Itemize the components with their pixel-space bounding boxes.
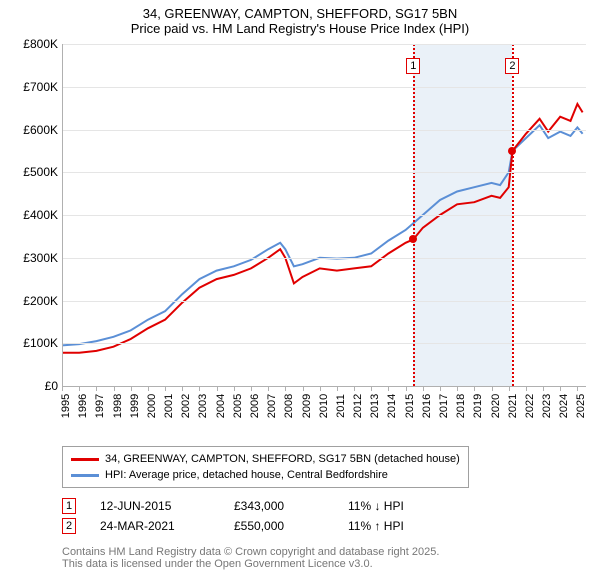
gridline [62, 87, 586, 88]
series-property [62, 104, 583, 353]
y-tick-label: £100K [23, 336, 58, 350]
gridline [62, 172, 586, 173]
x-tick-label: 2010 [318, 394, 330, 418]
x-tick-label: 2012 [352, 394, 364, 418]
y-axis: £0£100K£200K£300K£400K£500K£600K£700K£80… [14, 44, 62, 386]
sale-date: 24-MAR-2021 [100, 516, 210, 536]
x-tick-label: 2005 [232, 394, 244, 418]
x-tick-label: 2007 [266, 394, 278, 418]
x-tick-label: 2002 [180, 394, 192, 418]
x-tick-label: 2004 [215, 394, 227, 418]
sales-list: 1 12-JUN-2015 £343,000 11% ↓ HPI 2 24-MAR-202… [62, 496, 586, 536]
series-hpi [62, 125, 583, 345]
x-tick-label: 2017 [438, 394, 450, 418]
x-tick-label: 1999 [129, 394, 141, 418]
gridline [62, 130, 586, 131]
legend-item: 34, GREENWAY, CAMPTON, SHEFFORD, SG17 5B… [71, 451, 460, 467]
legend-swatch [71, 458, 99, 461]
attrib-line-1: Contains HM Land Registry data © Crown c… [62, 546, 586, 558]
y-tick-label: £200K [23, 294, 58, 308]
x-tick-label: 2021 [507, 394, 519, 418]
x-tick-label: 2006 [249, 394, 261, 418]
x-tick-label: 2009 [301, 394, 313, 418]
marker-dot [409, 235, 417, 243]
x-tick-label: 2018 [455, 394, 467, 418]
x-tick-label: 1996 [77, 394, 89, 418]
x-tick-label: 2024 [558, 394, 570, 418]
gridline [62, 258, 586, 259]
x-tick-label: 2020 [490, 394, 502, 418]
x-tick-label: 2001 [163, 394, 175, 418]
marker-label: 1 [406, 58, 420, 74]
sale-row: 1 12-JUN-2015 £343,000 11% ↓ HPI [62, 496, 586, 516]
y-tick-label: £0 [45, 379, 58, 393]
x-tick-label: 2000 [146, 394, 158, 418]
sale-delta: 11% ↑ HPI [348, 516, 404, 536]
marker-label: 2 [505, 58, 519, 74]
y-tick-label: £800K [23, 37, 58, 51]
sale-price: £550,000 [234, 516, 324, 536]
gridline [62, 44, 586, 45]
x-tick-label: 2025 [575, 394, 587, 418]
y-tick-label: £500K [23, 165, 58, 179]
x-tick-label: 2016 [421, 394, 433, 418]
page-subtitle: Price paid vs. HM Land Registry's House … [0, 21, 600, 36]
sale-delta: 11% ↓ HPI [348, 496, 404, 516]
y-tick-label: £600K [23, 123, 58, 137]
x-tick-label: 2011 [335, 394, 347, 418]
marker-dot [508, 147, 516, 155]
price-chart: £0£100K£200K£300K£400K£500K£600K£700K£80… [14, 44, 586, 404]
legend-label: 34, GREENWAY, CAMPTON, SHEFFORD, SG17 5B… [105, 451, 460, 467]
gridline [62, 343, 586, 344]
page-title: 34, GREENWAY, CAMPTON, SHEFFORD, SG17 5B… [0, 0, 600, 21]
x-tick-label: 2013 [369, 394, 381, 418]
x-tick-label: 2023 [541, 394, 553, 418]
sale-marker: 2 [62, 518, 76, 534]
legend: 34, GREENWAY, CAMPTON, SHEFFORD, SG17 5B… [62, 446, 469, 488]
x-tick-label: 1997 [94, 394, 106, 418]
gridline [62, 215, 586, 216]
x-tick-label: 2003 [197, 394, 209, 418]
x-axis: 1995199619971998199920002001200220032004… [62, 386, 586, 404]
sale-row: 2 24-MAR-2021 £550,000 11% ↑ HPI [62, 516, 586, 536]
x-tick-label: 2019 [472, 394, 484, 418]
x-tick-label: 2014 [386, 394, 398, 418]
legend-label: HPI: Average price, detached house, Cent… [105, 467, 388, 483]
y-tick-label: £300K [23, 251, 58, 265]
x-tick-label: 2022 [524, 394, 536, 418]
x-tick-label: 2015 [404, 394, 416, 418]
x-tick-label: 2008 [283, 394, 295, 418]
y-tick-label: £700K [23, 80, 58, 94]
sale-date: 12-JUN-2015 [100, 496, 210, 516]
sale-marker: 1 [62, 498, 76, 514]
x-tick-label: 1998 [112, 394, 124, 418]
y-tick-label: £400K [23, 208, 58, 222]
legend-item: HPI: Average price, detached house, Cent… [71, 467, 460, 483]
x-tick-label: 1995 [60, 394, 72, 418]
attribution: Contains HM Land Registry data © Crown c… [62, 546, 586, 570]
gridline [62, 301, 586, 302]
sale-price: £343,000 [234, 496, 324, 516]
legend-swatch [71, 474, 99, 477]
